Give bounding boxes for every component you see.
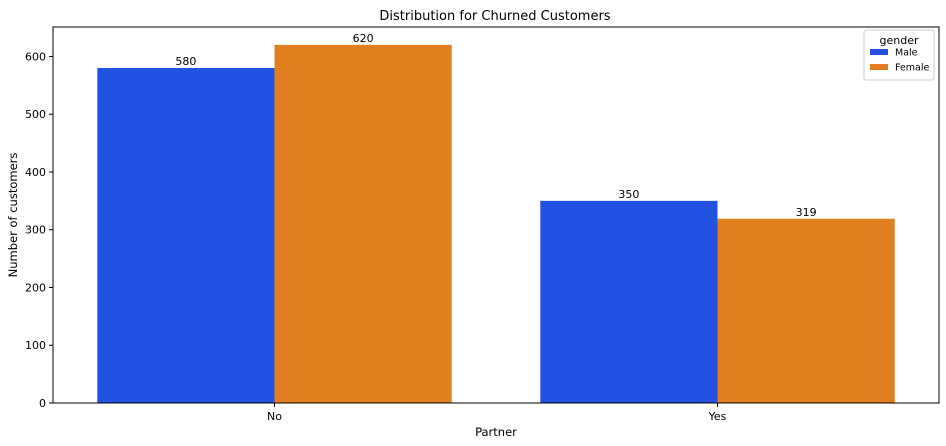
y-tick-label: 0: [39, 397, 46, 410]
x-axis-title: Partner: [475, 425, 517, 439]
axes-frame: [52, 26, 940, 404]
y-axis-title: Number of customers: [6, 153, 20, 278]
y-tick-label: 200: [25, 281, 46, 294]
chart-title: Distribution for Churned Customers: [379, 9, 610, 24]
legend-swatch-male: [870, 49, 888, 55]
y-tick-label: 500: [25, 108, 46, 121]
bar-value-label: 620: [353, 32, 374, 45]
bar-male-no: [97, 68, 275, 403]
legend: gender Male Female: [863, 29, 935, 81]
legend-label-male: Male: [895, 48, 918, 59]
bar-value-label: 350: [618, 188, 639, 201]
y-tick-label: 600: [25, 50, 46, 63]
y-tick-label: 100: [25, 339, 46, 352]
bar-female-yes: [717, 218, 895, 403]
plot-area: 580 620 350 319: [97, 32, 895, 404]
legend-label-female: Female: [895, 63, 930, 74]
bar-value-label: 319: [796, 206, 817, 219]
x-tick-label: No: [267, 410, 282, 423]
y-tick-label: 300: [25, 224, 46, 237]
bar-value-label: 580: [175, 55, 196, 68]
legend-swatch-female: [870, 64, 888, 70]
bar-male-yes: [540, 200, 718, 403]
y-tick-label: 400: [25, 166, 46, 179]
legend-title: gender: [880, 34, 919, 47]
bar-female-no: [274, 44, 452, 404]
x-tick-label: Yes: [708, 410, 727, 423]
